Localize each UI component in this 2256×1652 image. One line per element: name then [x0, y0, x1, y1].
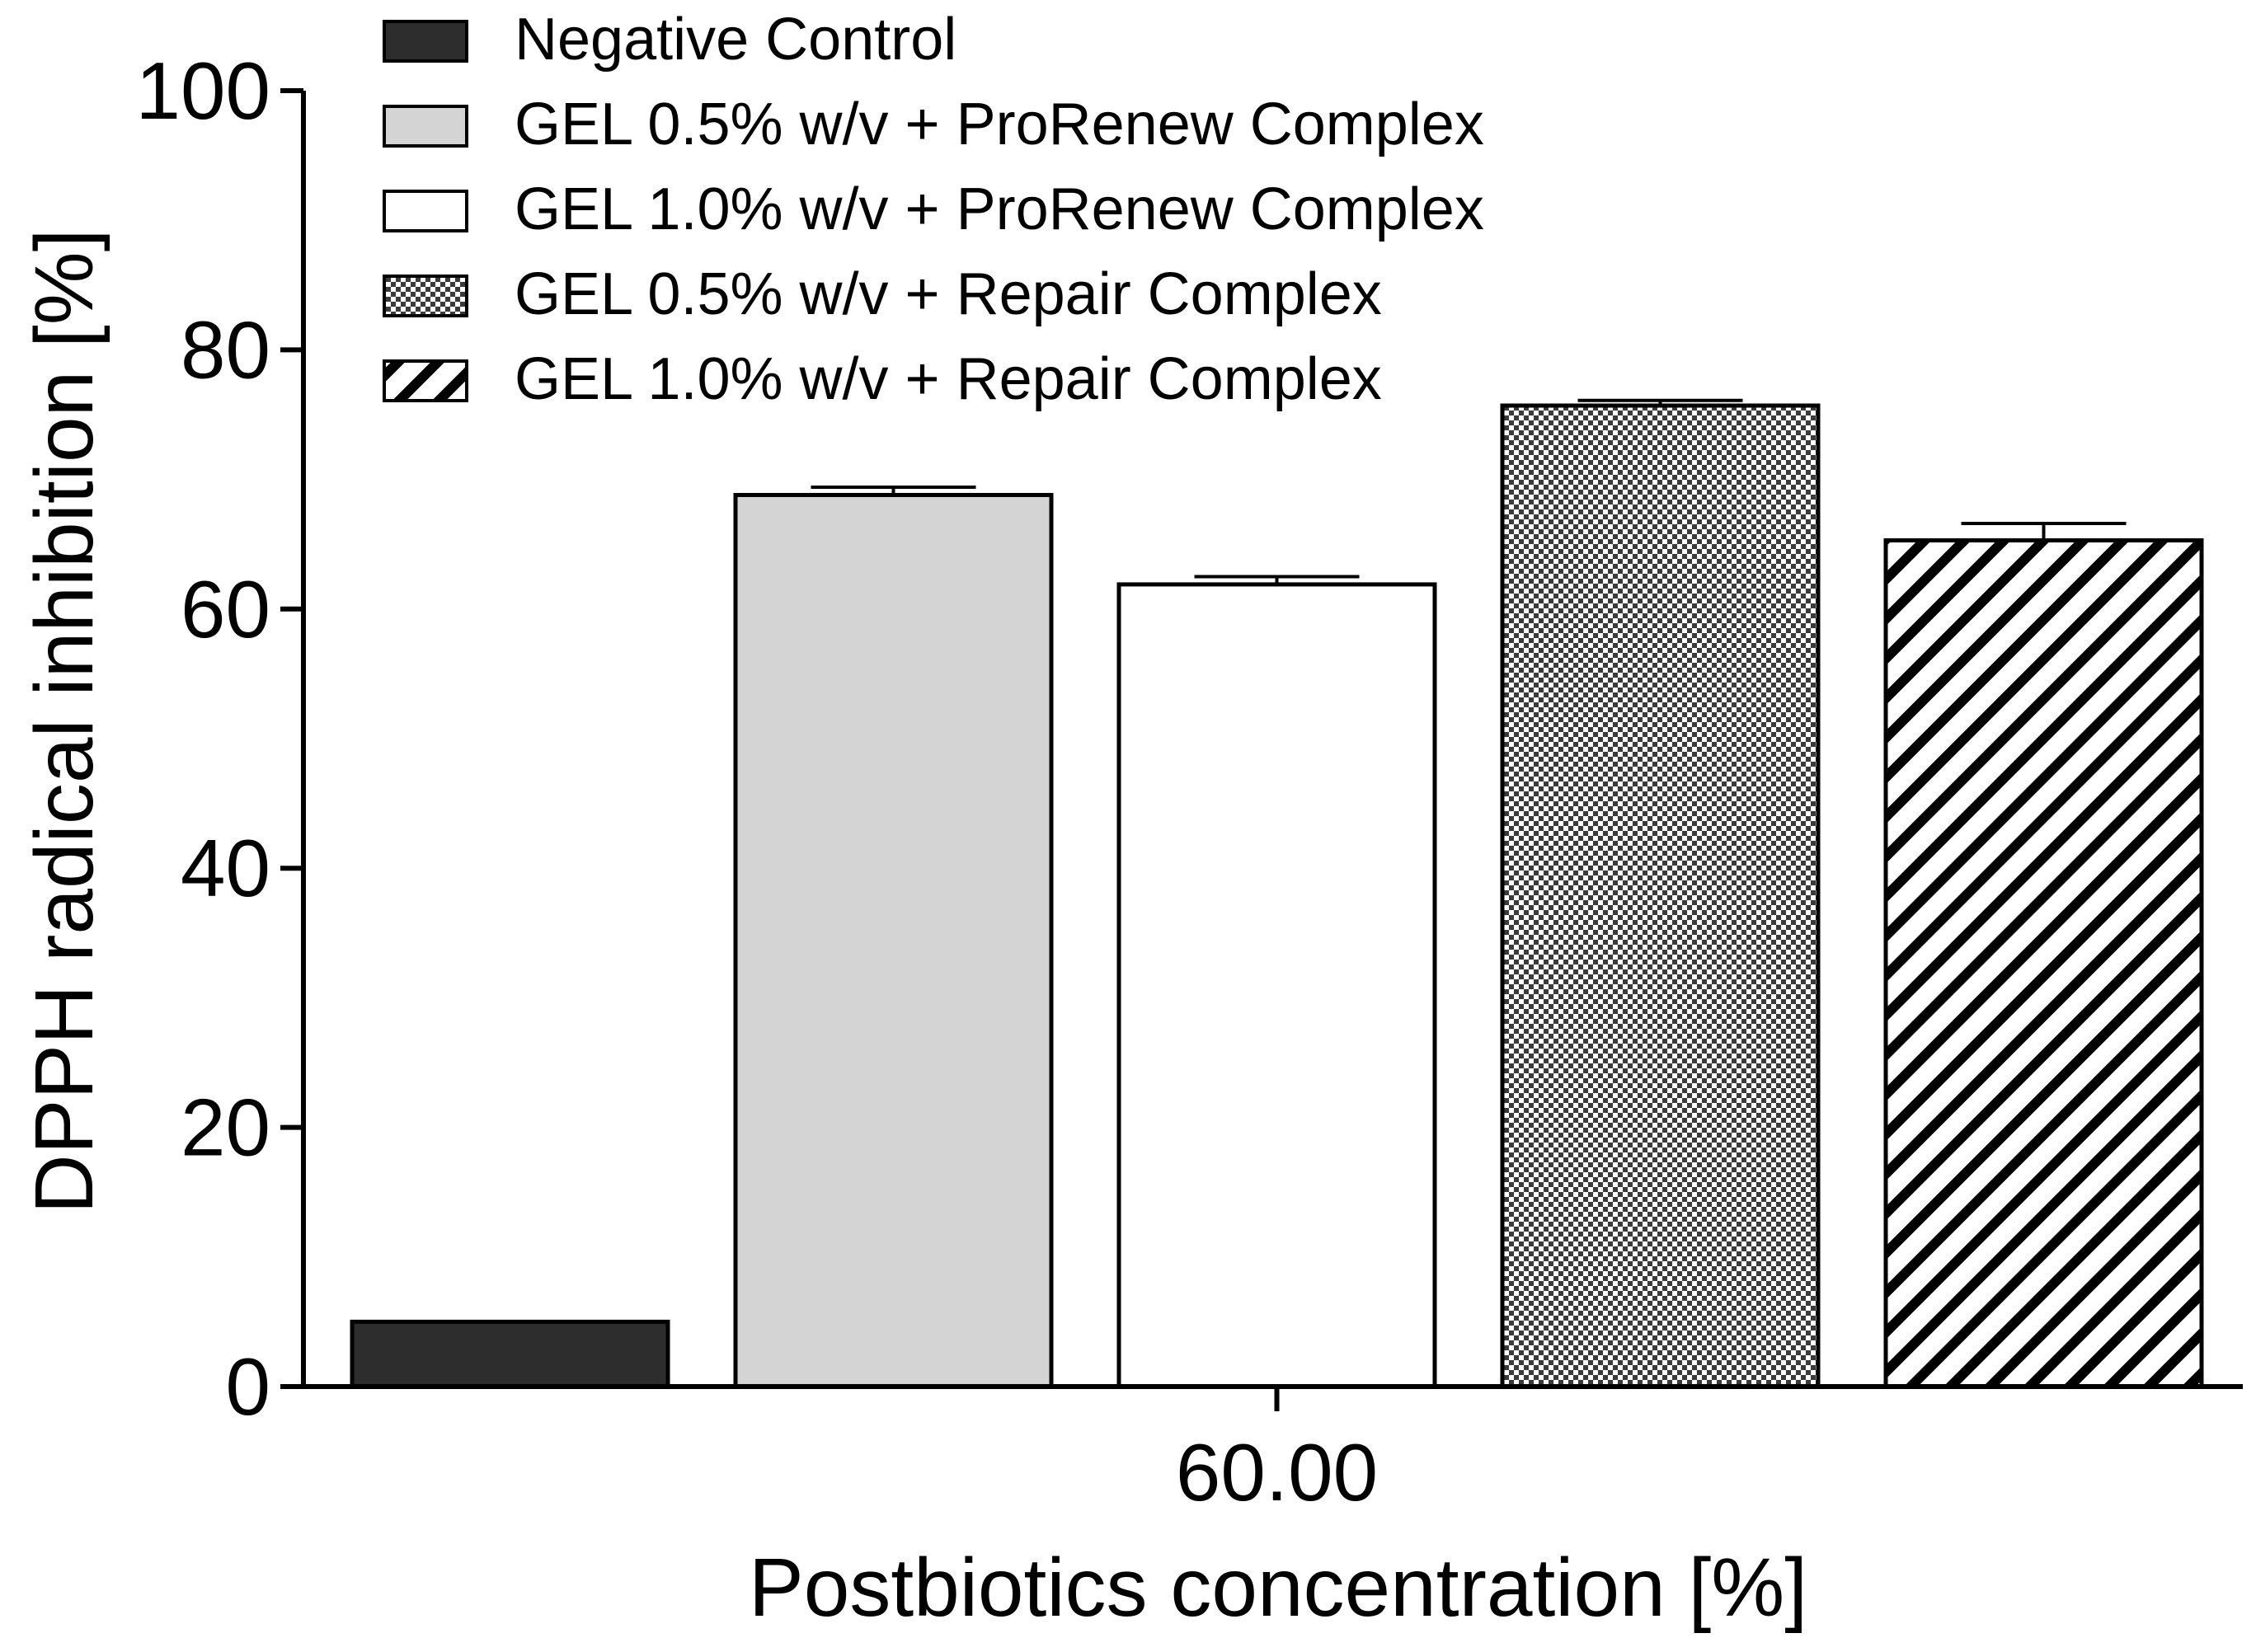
y-tick-label: 0: [225, 1341, 270, 1432]
bar-5: [1883, 537, 2204, 1389]
legend-label-2: GEL 0.5% w/v + ProRenew Complex: [515, 92, 1484, 157]
bar-1: [350, 1319, 670, 1389]
legend-label-5: GEL 1.0% w/v + Repair Complex: [515, 346, 1382, 412]
legend-swatch-5: [383, 359, 468, 402]
legend-swatch-1: [383, 20, 468, 63]
y-tick-label: 80: [181, 304, 270, 395]
bar-2: [733, 492, 1054, 1389]
y-tick-label: 40: [181, 823, 270, 913]
legend-swatch-2: [383, 105, 468, 148]
bars-group: [350, 403, 2204, 1389]
bar-3: [1116, 582, 1437, 1389]
legend-label-4: GEL 0.5% w/v + Repair Complex: [515, 261, 1382, 327]
y-tick-label: 100: [135, 45, 270, 136]
axes-group: 0 20 40 60 80 100 60.00: [135, 45, 2243, 1518]
legend-swatch-3: [383, 190, 468, 232]
legend-swatch-4: [383, 275, 468, 317]
legend-label-3: GEL 1.0% w/v + ProRenew Complex: [515, 176, 1484, 242]
error-bars-group: [811, 398, 2127, 584]
x-tick-label: 60.00: [1176, 1427, 1378, 1518]
y-ticks: 0 20 40 60 80 100: [135, 45, 303, 1432]
bar-4: [1500, 403, 1821, 1389]
y-tick-label: 60: [181, 564, 270, 655]
legend: Negative Control GEL 0.5% w/v + ProRenew …: [383, 7, 1484, 412]
y-axis-title: DPPH radical inhibition [%]: [18, 229, 110, 1214]
legend-label-1: Negative Control: [515, 7, 956, 73]
x-axis-title: Postbiotics concentration [%]: [749, 1542, 1807, 1634]
plot-area: 0 20 40 60 80 100 60.00: [135, 45, 2243, 1518]
x-ticks: 60.00: [1176, 1387, 1378, 1518]
y-tick-label: 20: [181, 1082, 270, 1173]
